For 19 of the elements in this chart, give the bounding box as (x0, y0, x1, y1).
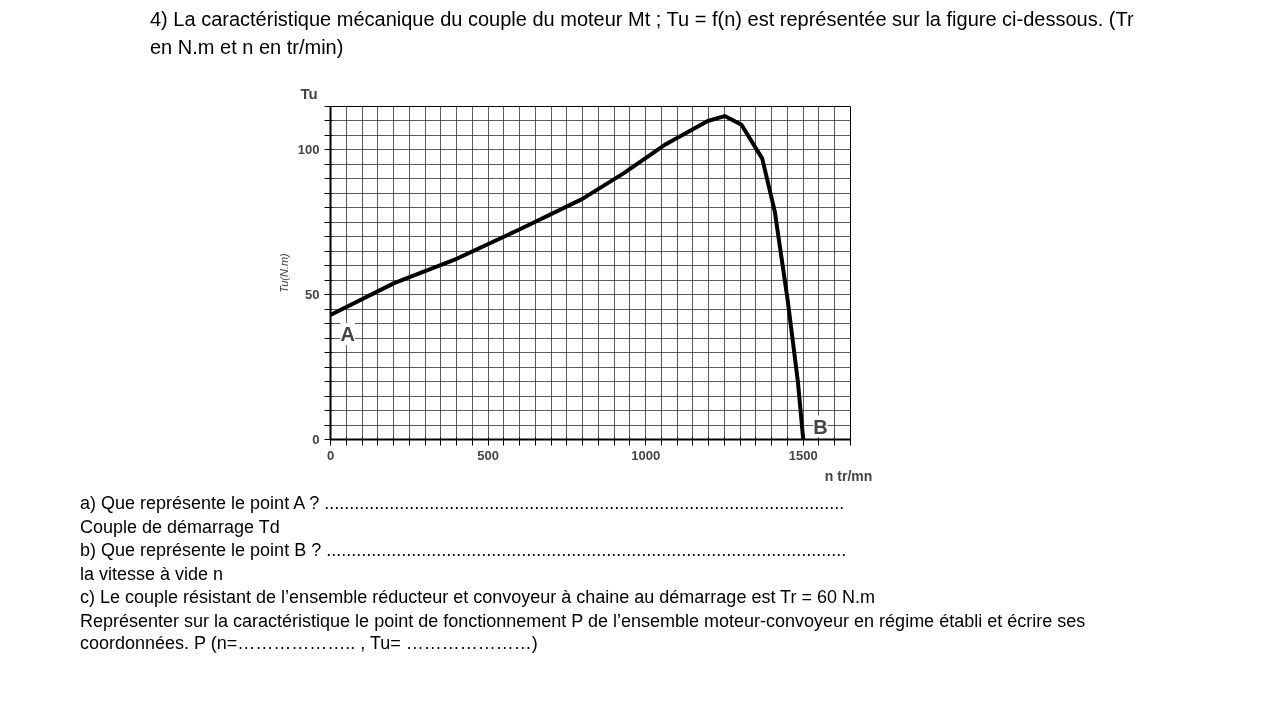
annotation: B (813, 415, 828, 438)
x-tick-label: 1000 (631, 447, 661, 463)
x-tick-label: 1500 (788, 447, 818, 463)
text: Tu (300, 84, 318, 102)
y-tick-label: 100 (297, 142, 320, 158)
text: a) Que représente le point A ? ........................................................................................................ (80, 493, 846, 515)
x-tick-label: 500 (477, 447, 499, 463)
x-tick-label: 0 (326, 447, 335, 463)
text: la vitesse à vide n (80, 563, 225, 586)
text: Couple de démarrage Td (80, 516, 281, 539)
y-axis-title: Tu(N.m) (277, 252, 290, 293)
chart-title: 4) La caractéristique mécanique du couple du moteur Mt ; Tu = f(n) est représentée sur la figure ci-dessous. (Tr en N.m et n en tr/min) (150, 7, 1135, 60)
text: b) Que représente le point B ? ........................................................................................................ (80, 540, 848, 562)
y-tick-label: 0 (312, 432, 320, 447)
text: Représenter sur la caractéristique le point de fonctionnement P de l’ensemble moteur-convoyeur en régime établi et écrire ses coordonnées. P (n=……………….. , Tu= …………………) (80, 610, 1087, 655)
y-tick-label: 50 (305, 287, 320, 303)
annotation: A (340, 322, 355, 345)
x-axis-title: n tr/mn (824, 467, 873, 484)
text: c) Le couple résistant de l’ensemble réducteur et convoyeur à chaine au démarrage est Tr = 60 N.m (80, 587, 876, 609)
